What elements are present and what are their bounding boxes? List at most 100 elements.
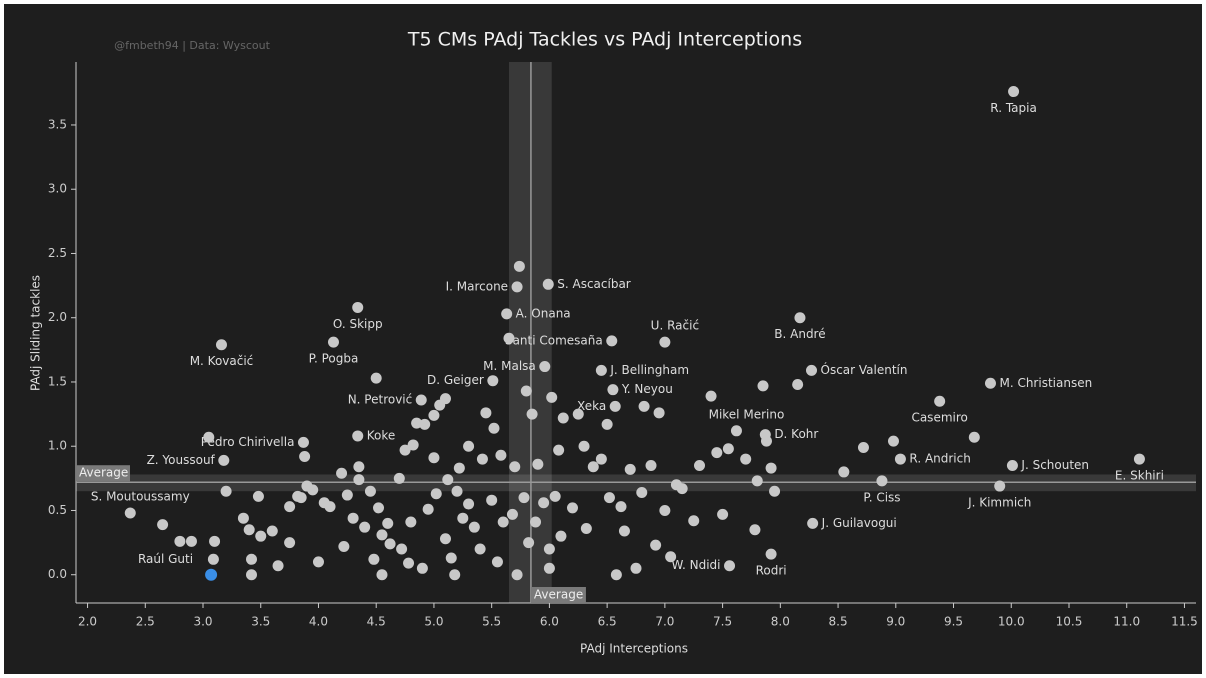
- point: [557, 412, 569, 424]
- point-label: A. Onana: [516, 306, 571, 320]
- point-label: R. Tapia: [990, 101, 1037, 115]
- point: [618, 525, 630, 537]
- point: [124, 507, 136, 519]
- point: [509, 461, 521, 473]
- point-label: M. Malsa: [483, 359, 536, 373]
- point: [984, 377, 996, 389]
- point: [543, 562, 555, 574]
- point: [894, 453, 906, 465]
- point: [157, 519, 169, 531]
- point: [968, 431, 980, 443]
- point: [546, 391, 558, 403]
- point: [645, 460, 657, 472]
- point: [765, 548, 777, 560]
- point: [307, 484, 319, 496]
- point: [382, 517, 394, 529]
- point: [994, 480, 1006, 492]
- point: [457, 512, 469, 524]
- x-tick-label: 5.0: [424, 615, 443, 629]
- point-label: J. Guilavogui: [821, 516, 897, 530]
- x-tick-label: 5.5: [482, 615, 501, 629]
- point: [518, 492, 530, 504]
- point: [474, 543, 486, 555]
- point-label: Mikel Merino: [709, 407, 785, 421]
- point: [368, 553, 380, 565]
- point: [587, 461, 599, 473]
- point: [501, 308, 513, 320]
- point: [352, 301, 364, 313]
- point: [722, 443, 734, 455]
- point: [341, 489, 353, 501]
- point: [246, 569, 258, 581]
- point-label: B. André: [774, 327, 825, 341]
- x-tick-label: 6.5: [598, 615, 617, 629]
- point-label: J. Schouten: [1020, 458, 1089, 472]
- point: [934, 395, 946, 407]
- x-tick-label: 6.0: [540, 615, 559, 629]
- point: [1133, 453, 1145, 465]
- y-tick-label: 0.0: [48, 567, 67, 581]
- point: [174, 535, 186, 547]
- point: [297, 436, 309, 448]
- point-label: R. Andrich: [909, 452, 970, 466]
- point-label: Raúl Guti: [138, 552, 193, 566]
- point: [539, 361, 551, 373]
- y-axis-label: PAdj Sliding tackles: [29, 275, 43, 391]
- point: [497, 516, 509, 528]
- point: [757, 380, 769, 392]
- point-label: M. Kovačić: [190, 354, 254, 368]
- point: [603, 492, 615, 504]
- point: [751, 475, 763, 487]
- point: [506, 508, 518, 520]
- point: [411, 417, 423, 429]
- x-tick-label: 9.5: [944, 615, 963, 629]
- point: [491, 556, 503, 568]
- x-average-label: Average: [534, 588, 583, 602]
- point: [532, 458, 544, 470]
- x-tick-label: 8.5: [829, 615, 848, 629]
- x-tick-label: 9.0: [886, 615, 905, 629]
- x-tick-label: 4.5: [367, 615, 386, 629]
- point-label: S. Moutoussamy: [91, 490, 190, 504]
- point: [615, 501, 627, 513]
- point: [403, 557, 415, 569]
- point-label: I. Marcone: [446, 279, 508, 293]
- point: [419, 418, 431, 430]
- point: [353, 461, 365, 473]
- point-label: Rodri: [756, 564, 787, 578]
- point: [463, 440, 475, 452]
- x-tick-label: 10.5: [1056, 615, 1083, 629]
- point: [659, 504, 671, 516]
- average-label-box: [76, 465, 130, 482]
- point: [445, 552, 457, 564]
- point: [218, 454, 230, 466]
- point: [255, 530, 267, 542]
- point: [338, 540, 350, 552]
- point: [243, 524, 255, 536]
- x-tick-label: 2.0: [78, 615, 97, 629]
- point: [650, 539, 662, 551]
- point: [542, 278, 554, 290]
- point: [384, 538, 396, 550]
- chart-title: T5 CMs PAdj Tackles vs PAdj Interception…: [407, 29, 802, 51]
- x-tick-label: 8.0: [771, 615, 790, 629]
- point: [376, 529, 388, 541]
- point: [794, 312, 806, 324]
- point: [503, 332, 515, 344]
- point-label: D. Kohr: [774, 427, 818, 441]
- point: [237, 512, 249, 524]
- point: [373, 502, 385, 514]
- point: [370, 372, 382, 384]
- point-label: Xeka: [577, 399, 606, 413]
- point: [876, 475, 888, 487]
- point: [665, 551, 677, 563]
- background: [4, 4, 1202, 674]
- point: [284, 537, 296, 549]
- point: [407, 439, 419, 451]
- point: [185, 535, 197, 547]
- x-tick-label: 10.0: [998, 615, 1025, 629]
- point-label: J. Kimmich: [967, 496, 1031, 510]
- point: [538, 497, 550, 509]
- x-tick-label: 3.0: [193, 615, 212, 629]
- point: [526, 408, 538, 420]
